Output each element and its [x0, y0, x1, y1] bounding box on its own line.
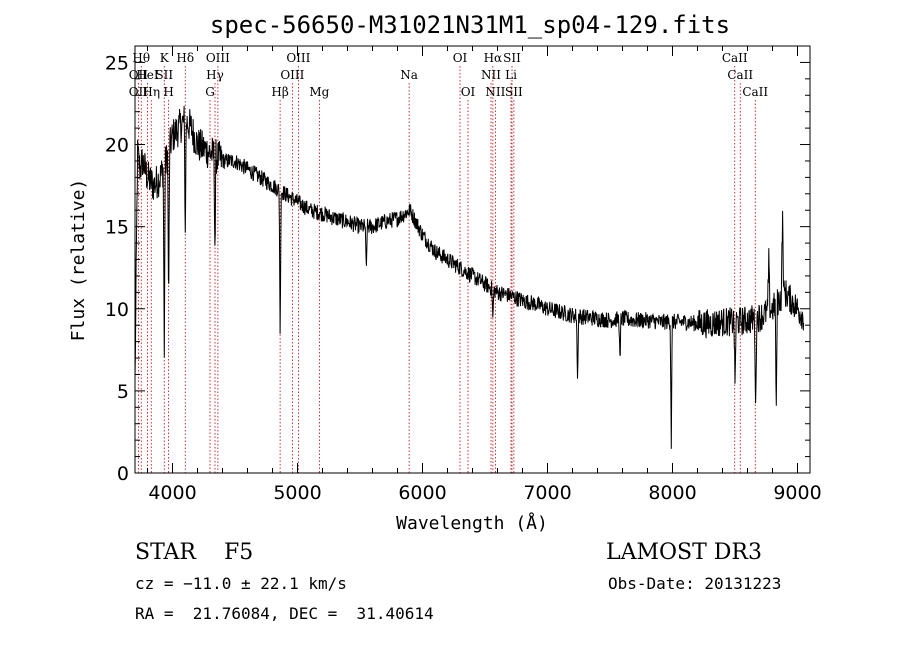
x-tick-label: 6000 [398, 482, 446, 504]
object-class: STAR F5 [135, 540, 254, 565]
y-tick-label: 0 [117, 463, 129, 485]
x-tick-label: 8000 [648, 482, 696, 504]
y-tick-label: 20 [105, 135, 129, 157]
spectral-line-label: OII [129, 68, 149, 82]
spectral-line-label: Hγ [206, 68, 224, 82]
spectral-line-label: OII [129, 85, 149, 99]
spectral-line-label: NII [481, 68, 501, 82]
spectral-line-label: Hη [142, 85, 160, 99]
x-tick-label: 7000 [523, 482, 571, 504]
y-tick-label: 15 [105, 217, 129, 239]
y-axis-label: Flux (relative) [68, 179, 89, 342]
x-tick-label: 5000 [273, 482, 321, 504]
spectral-line-label: Li [505, 68, 517, 82]
spectral-line-label: Hβ [271, 85, 288, 99]
y-tick-label: 10 [105, 299, 129, 321]
spectral-line-label: K [160, 51, 170, 65]
spectral-line-label: NII [485, 85, 505, 99]
spectral-line-label: Na [400, 68, 418, 82]
spectral-line-label: CaII [742, 85, 768, 99]
spectral-line-label: G [205, 85, 215, 99]
spectral-line-label: CaII [727, 68, 753, 82]
plot-frame [134, 45, 811, 474]
spectral-line-labels: OII OII Hθ HeI Hη K SII H Hδ G Hγ OIII Hβ OIII OIII Mg N… [129, 51, 769, 99]
spectral-line-label: SII [505, 85, 523, 99]
x-axis-label: Wavelength (Å) [396, 512, 548, 534]
spectral-line-markers [137, 66, 756, 473]
y-tick-label: 25 [105, 52, 129, 74]
y-axis-ticks: 0 5 10 15 20 25 [105, 52, 810, 485]
spectral-line-label: H [163, 85, 173, 99]
spectral-line-label: Hθ [132, 51, 150, 65]
spectral-line-label: Mg [309, 85, 329, 99]
spectral-line-label: Hα [484, 51, 503, 65]
survey-name: LAMOST DR3 [606, 540, 762, 565]
spectrum-line [134, 105, 805, 449]
spectral-line-label: OI [453, 51, 468, 65]
coordinates: RA = 21.76084, DEC = 31.40614 [135, 604, 434, 623]
spectral-line-label: Hδ [176, 51, 194, 65]
spectral-line-label: SII [503, 51, 521, 65]
spectral-line-label: OIII [286, 51, 310, 65]
spectral-line-label: HeI [136, 68, 159, 82]
spectral-line-label: OI [461, 85, 476, 99]
spectral-line-label: OIII [280, 68, 304, 82]
observation-date: Obs-Date: 20131223 [608, 574, 782, 593]
x-tick-label: 4000 [148, 482, 196, 504]
x-tick-label: 9000 [773, 482, 821, 504]
x-axis-ticks: 4000 5000 6000 7000 8000 9000 [147, 46, 822, 504]
y-tick-label: 5 [117, 381, 129, 403]
spectral-line-label: CaII [722, 51, 748, 65]
redshift-velocity: cz = −11.0 ± 22.1 km/s [135, 574, 347, 593]
spectral-line-label: SII [155, 68, 173, 82]
spectral-line-label: OIII [206, 51, 230, 65]
chart-title: spec-56650-M31021N31M1_sp04-129.fits [210, 11, 730, 39]
